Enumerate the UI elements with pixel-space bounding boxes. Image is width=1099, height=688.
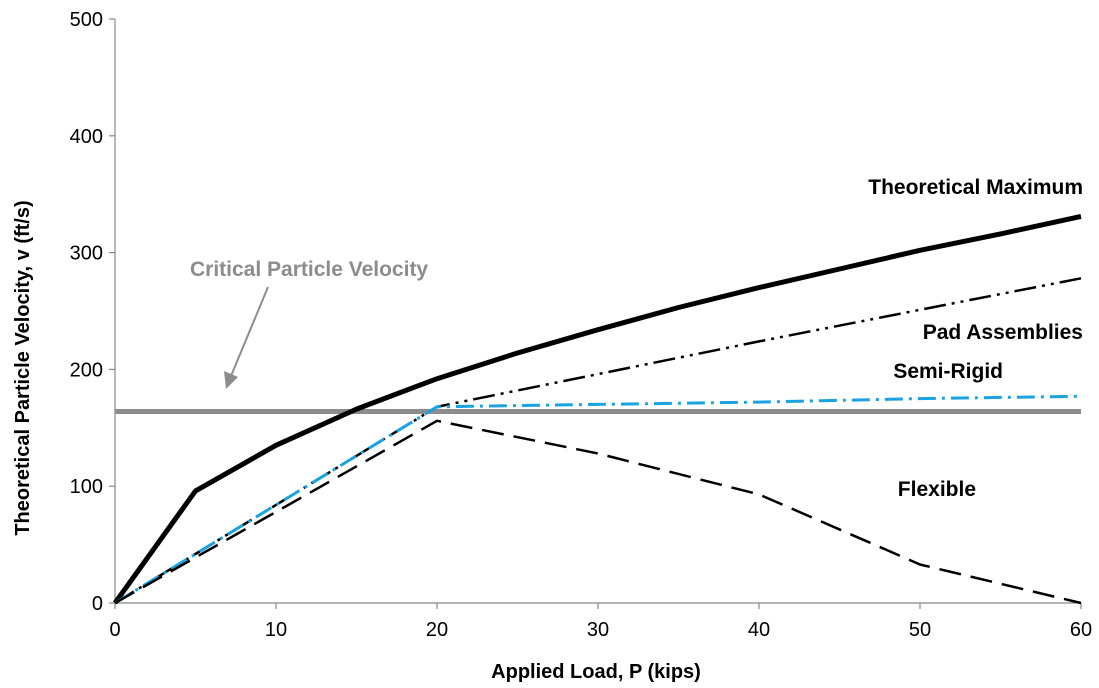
- x-tick-label: 10: [265, 619, 287, 641]
- series-lines: [112, 213, 1082, 605]
- semi-rigid-line: [114, 394, 1082, 605]
- flexible-label: Flexible: [898, 478, 976, 501]
- theoretical-maximum-label: Theoretical Maximum: [868, 176, 1083, 199]
- x-tick-label: 50: [909, 619, 931, 641]
- flexible-line: [114, 419, 1082, 605]
- pad-assemblies-line: [114, 277, 1082, 605]
- x-tick-label: 60: [1070, 619, 1092, 641]
- x-tick-label: 0: [109, 619, 120, 641]
- series-annotations: Theoretical Maximum Pad Assemblies Semi-Ri…: [190, 176, 1083, 501]
- y-tick-label: 300: [70, 243, 103, 265]
- y-tick-label: 500: [70, 9, 103, 31]
- y-axis-title: Theoretical Particle Velocity, v (ft/s): [12, 200, 34, 535]
- y-tick-label: 400: [70, 126, 103, 148]
- y-tick-label: 200: [70, 359, 103, 381]
- y-tick-label: 0: [92, 593, 103, 615]
- critical-velocity-reference: [115, 286, 1081, 414]
- pad-assemblies-label: Pad Assemblies: [923, 321, 1083, 344]
- x-tick-label: 30: [587, 619, 609, 641]
- semi-rigid-label: Semi-Rigid: [893, 360, 1003, 383]
- x-tick-label: 20: [426, 619, 448, 641]
- critical-velocity-arrowhead: [224, 371, 238, 389]
- critical-velocity-label: Critical Particle Velocity: [190, 258, 428, 281]
- x-tick-label: 40: [748, 619, 770, 641]
- axis-ticks: 0 100 200 300 400 500 0 10 20 30 40 50 60: [70, 9, 1093, 641]
- x-axis-title: Applied Load, P (kips): [491, 661, 701, 683]
- critical-velocity-arrow: [230, 286, 269, 377]
- y-tick-label: 100: [70, 476, 103, 498]
- theoretical-maximum-line: [112, 213, 1082, 605]
